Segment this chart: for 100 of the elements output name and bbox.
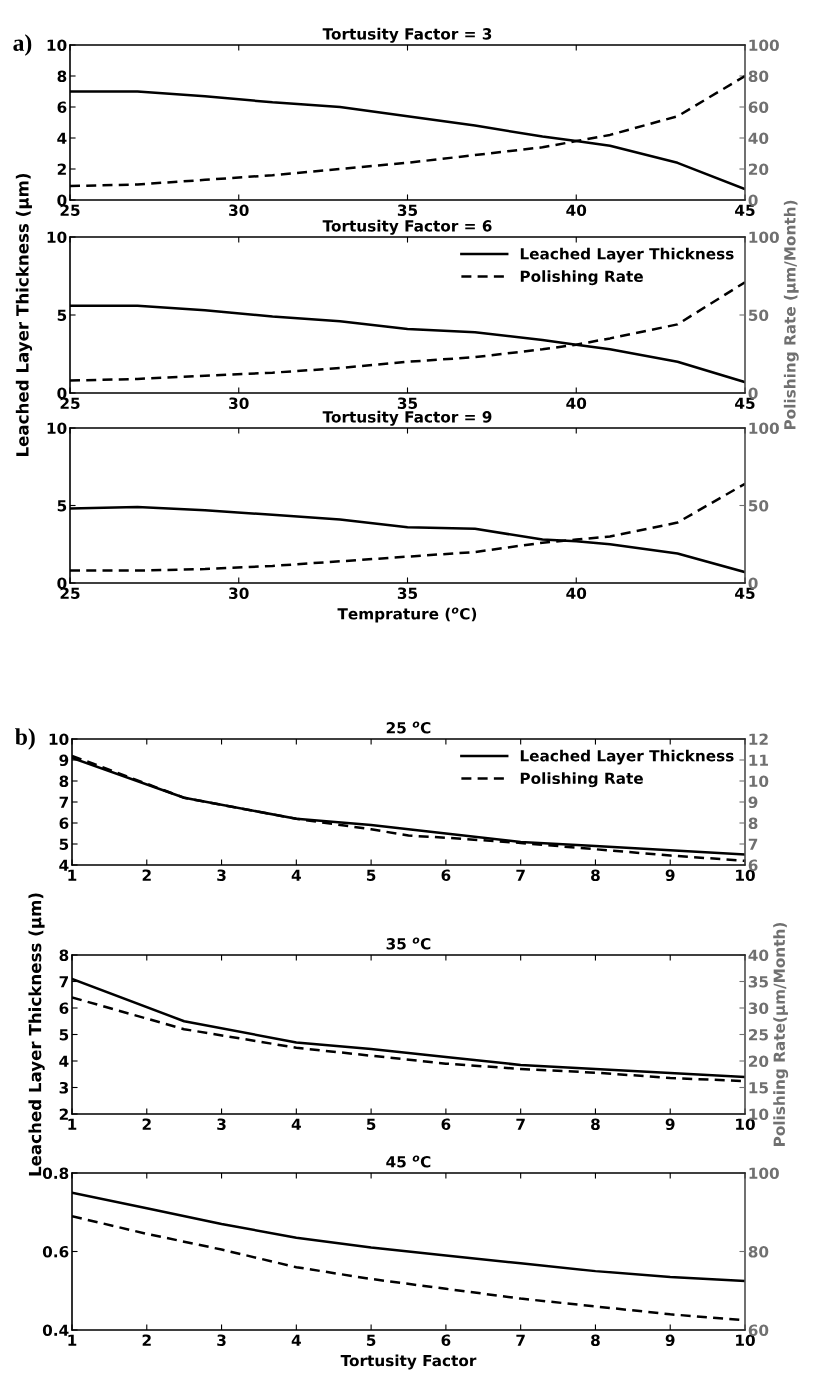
x-tick-label: 30: [229, 587, 249, 599]
y2-tick-label: 40: [748, 132, 769, 145]
y2-tick-label: 50: [748, 309, 769, 322]
y2-tick-label: 100: [749, 39, 779, 52]
legend-label: Polishing Rate: [520, 772, 643, 788]
legend-label: Polishing Rate: [520, 270, 643, 286]
x-tick-label: 6: [441, 869, 451, 881]
y-tick-label: 8: [59, 949, 69, 962]
x-tick-label: 2: [142, 1334, 151, 1346]
y2-tick-label: 8: [748, 817, 758, 830]
y-tick-label: 5: [57, 309, 67, 322]
y-tick-label: 10: [49, 733, 69, 746]
y-tick-label: 0.4: [42, 1324, 69, 1337]
y2-tick-label: 20: [748, 163, 769, 176]
x-tick-label: 45: [735, 587, 755, 599]
x-tick-label: 10: [736, 1334, 755, 1346]
y2-tick-label: 0: [748, 194, 758, 207]
chart-title: Tortusity Factor = 6: [322, 219, 492, 235]
y2-tick-label: 100: [749, 422, 779, 435]
x-tick-label: 35: [397, 397, 418, 409]
y-tick-label: 10: [47, 422, 67, 435]
x-tick-label: 1: [68, 869, 77, 881]
y2-tick-label: 80: [748, 70, 769, 83]
x-tick-label: 9: [665, 1334, 675, 1346]
y-tick-label: 0: [57, 387, 67, 400]
x-tick-label: 7: [516, 1118, 525, 1130]
x-tick-label: 35: [397, 587, 418, 599]
y2-tick-label: 100: [749, 1167, 779, 1180]
y-tick-label: 6: [57, 101, 67, 114]
text: a): [13, 34, 32, 56]
y-tick-label: 6: [59, 1002, 69, 1015]
chart-title: 45 $^{o}$C: [386, 1155, 431, 1168]
y2-tick-label: 6: [748, 859, 758, 872]
y2-tick-label: 12: [749, 733, 768, 745]
x-axis-title: Tortusity Factor: [340, 1354, 477, 1370]
x-tick-label: 25: [60, 587, 80, 599]
y-tick-label: 5: [57, 500, 67, 512]
y2-tick-label: 11: [749, 754, 768, 766]
x-tick-label: 25: [60, 204, 80, 216]
x-tick-label: 6: [441, 1118, 451, 1130]
x-tick-label: 25: [60, 397, 80, 409]
y2-tick-label: 0: [748, 577, 758, 590]
x-tick-label: 7: [516, 1334, 525, 1346]
x-tick-label: 8: [591, 1118, 600, 1130]
y2-tick-label: 35: [748, 975, 768, 988]
chart-title: 35 $^{o}$C: [386, 937, 431, 950]
x-tick-label: 9: [665, 1118, 675, 1130]
y2-tick-label: 15: [749, 1082, 768, 1094]
x-tick-label: 1: [68, 1334, 77, 1346]
y2-tick-label: 80: [748, 1245, 769, 1258]
chart-title: Tortusity Factor = 3: [322, 27, 492, 43]
chart-title: 25 $^{o}$C: [386, 721, 431, 734]
y-tick-label: 6: [59, 817, 69, 830]
y2-tick-label: 10: [749, 1108, 769, 1121]
x-tick-label: 9: [665, 869, 675, 881]
x-tick-label: 45: [735, 397, 755, 409]
legend-label: Leached Layer Thickness: [520, 749, 734, 765]
y-tick-label: 4: [59, 1055, 69, 1067]
x-tick-label: 40: [566, 397, 587, 409]
y-tick-label: 7: [59, 976, 69, 988]
y2-axis-title: Polishing Rate(μm/Month): [773, 922, 789, 1146]
x-tick-label: 8: [591, 869, 600, 881]
y-tick-label: 0.6: [42, 1245, 69, 1258]
x-tick-label: 3: [217, 1334, 226, 1346]
y-tick-label: 3: [59, 1081, 69, 1094]
x-tick-label: 30: [229, 397, 249, 409]
y-tick-label: 10: [47, 231, 67, 244]
x-axis-title: Temprature ($^{o}$C): [337, 607, 477, 623]
y-axis-title: Leached Layer Thickness (μm): [15, 173, 33, 457]
y-tick-label: 0: [57, 577, 67, 590]
y-tick-label: 2: [59, 1108, 68, 1120]
y2-tick-label: 9: [748, 796, 758, 809]
x-tick-label: 2: [142, 869, 151, 881]
y2-tick-label: 50: [748, 499, 769, 512]
chart-title: Tortusity Factor = 9: [322, 410, 492, 426]
x-tick-label: 1: [68, 1118, 77, 1130]
y-tick-label: 0.8: [42, 1167, 69, 1180]
y-tick-label: 0: [57, 194, 67, 207]
x-tick-label: 5: [366, 1118, 376, 1130]
y2-tick-label: 20: [748, 1055, 769, 1068]
y-tick-label: 5: [59, 838, 69, 851]
y2-tick-label: 30: [748, 1002, 769, 1015]
x-tick-label: 10: [736, 1118, 755, 1130]
y2-tick-label: 7: [748, 838, 758, 850]
x-tick-label: 30: [229, 204, 249, 216]
y2-tick-label: 100: [749, 231, 779, 244]
y-tick-label: 4: [59, 859, 69, 871]
x-tick-label: 2: [142, 1118, 151, 1130]
x-tick-label: 4: [291, 1118, 301, 1130]
y2-axis-title: Polishing Rate (μm/Month): [783, 200, 799, 430]
x-tick-label: 4: [291, 869, 301, 881]
x-tick-label: 7: [516, 869, 525, 881]
x-tick-label: 8: [591, 1334, 600, 1346]
x-tick-label: 10: [736, 869, 755, 881]
x-tick-label: 35: [397, 204, 418, 216]
x-tick-label: 4: [291, 1334, 301, 1346]
y-tick-label: 7: [59, 796, 69, 808]
x-tick-label: 6: [441, 1334, 451, 1346]
x-tick-label: 3: [217, 1118, 226, 1130]
y2-tick-label: 60: [748, 1324, 769, 1337]
